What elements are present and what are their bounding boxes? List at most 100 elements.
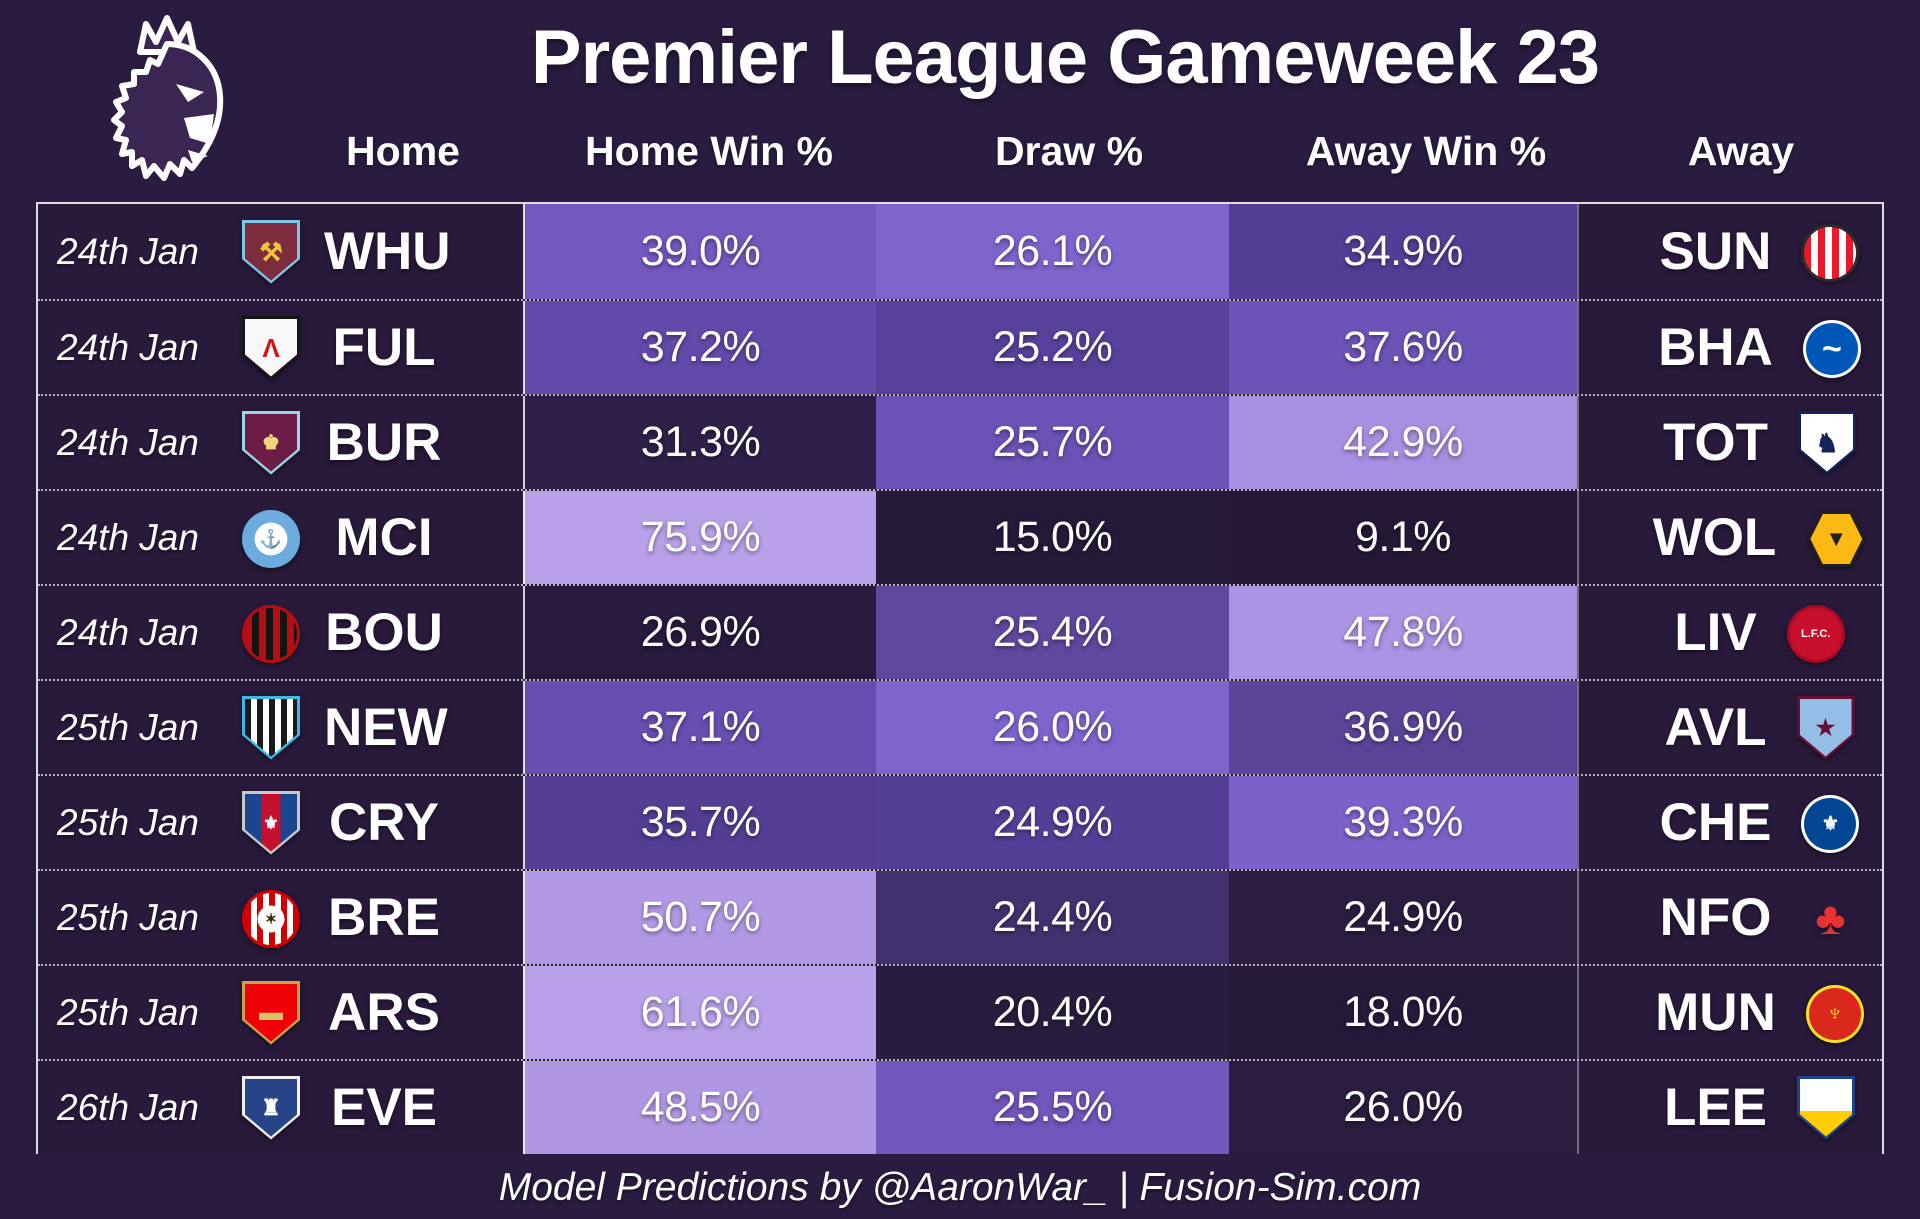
away-team-badge-shape: ⚜: [1801, 795, 1860, 853]
home-win-cell: 61.6%: [523, 966, 876, 1059]
badge-field: [1804, 227, 1857, 279]
home-team-code: MCI: [335, 508, 433, 567]
away-info-cell: NFO ♣: [1577, 871, 1882, 964]
home-win-cell: 39.0%: [523, 204, 876, 299]
home-info-cell: 24th Jan ♚ BUR: [38, 396, 523, 489]
away-team-badge: ~: [1802, 317, 1861, 378]
home-team-badge-shape: [242, 605, 300, 663]
match-row: 25th Jan NEW 37.1% 26.0% 36.9% AVL ★: [38, 679, 1882, 774]
match-row: 24th Jan BOU 26.9% 25.4% 47.8% LIV L.F.C…: [38, 584, 1882, 679]
team-crest-icon: ♚: [262, 431, 280, 454]
match-row: 25th Jan ✶ BRE 50.7% 24.4% 24.9% NFO ♣: [38, 869, 1882, 964]
team-crest-icon: ▬: [259, 998, 283, 1026]
team-crest-icon: [242, 605, 300, 663]
away-team-badge: ⚜: [1801, 792, 1860, 853]
team-crest-icon: [242, 696, 300, 760]
away-win-cell: 39.3%: [1229, 776, 1577, 869]
lion-crest-icon: [111, 15, 224, 181]
match-date: 24th Jan: [57, 230, 199, 272]
away-team-badge: ♆: [1805, 982, 1864, 1043]
away-win-cell: 36.9%: [1229, 681, 1577, 774]
away-info-cell: WOL ▼: [1577, 491, 1882, 584]
away-team-badge: ♞: [1798, 410, 1857, 475]
match-date: 24th Jan: [57, 421, 199, 463]
away-info-cell: LIV L.F.C.: [1577, 586, 1882, 679]
away-win-cell: 26.0%: [1229, 1061, 1577, 1154]
predictions-table: 24th Jan ⚒ WHU 39.0% 26.1% 34.9% SUN 24t…: [36, 202, 1884, 1154]
home-team-badge-shape: ⚓: [242, 510, 300, 568]
team-crest-icon: ♆: [1825, 1000, 1844, 1027]
away-team-code: AVL: [1664, 698, 1767, 757]
draw-cell: 24.9%: [876, 776, 1229, 869]
away-info-cell: BHA ~: [1577, 301, 1882, 394]
away-team-badge-shape: ♣: [1801, 886, 1859, 950]
away-team-badge: ★: [1796, 695, 1855, 760]
away-info-cell: AVL ★: [1577, 681, 1882, 774]
match-row: 24th Jan ⚒ WHU 39.0% 26.1% 34.9% SUN: [38, 204, 1882, 299]
match-date: 24th Jan: [57, 516, 199, 558]
away-win-cell: 9.1%: [1229, 491, 1577, 584]
badge-field: [245, 893, 297, 945]
draw-cell: 24.4%: [876, 871, 1229, 964]
away-team-code: LIV: [1674, 603, 1757, 662]
away-win-cell: 37.6%: [1229, 301, 1577, 394]
away-win-cell: 42.9%: [1229, 396, 1577, 489]
match-row: 24th Jan ♚ BUR 31.3% 25.7% 42.9% TOT ♞: [38, 394, 1882, 489]
home-team-code: NEW: [324, 698, 448, 757]
home-win-cell: 35.7%: [523, 776, 876, 869]
page-title: Premier League Gameweek 23: [530, 15, 1600, 100]
home-info-cell: 24th Jan Λ FUL: [38, 301, 523, 394]
badge-field: [245, 513, 297, 565]
home-team-badge: ♜: [218, 1075, 324, 1140]
match-date: 26th Jan: [57, 1086, 199, 1128]
away-team-badge-shape: ★: [1796, 695, 1855, 760]
home-info-cell: 25th Jan ▬ ARS: [38, 966, 523, 1059]
team-crest-icon: ~: [1821, 330, 1842, 368]
away-team-code: WOL: [1652, 508, 1777, 567]
home-team-badge-shape: Λ: [242, 315, 300, 380]
home-team-badge-shape: ✶: [242, 890, 300, 948]
draw-cell: 25.7%: [876, 396, 1229, 489]
home-team-code: BUR: [326, 413, 442, 472]
home-team-badge-shape: ⚒: [242, 219, 300, 284]
team-crest-icon: ⚒: [259, 236, 283, 267]
badge-field: [1789, 608, 1842, 660]
away-team-badge: [1797, 1075, 1856, 1140]
away-team-badge: L.F.C.: [1786, 602, 1845, 663]
away-team-badge-shape: ▼: [1806, 510, 1866, 568]
home-team-badge: ⚜: [218, 790, 324, 855]
away-team-badge-shape: ♆: [1805, 985, 1864, 1043]
home-win-cell: 26.9%: [523, 586, 876, 679]
home-team-badge-shape: ▬: [242, 980, 300, 1045]
away-team-code: MUN: [1655, 983, 1776, 1042]
badge-field: [1810, 514, 1863, 564]
home-team-badge: ⚓: [218, 507, 324, 568]
away-win-cell: 47.8%: [1229, 586, 1577, 679]
away-win-cell: 34.9%: [1229, 204, 1577, 299]
team-crest-icon: ✶: [264, 910, 278, 928]
match-date: 25th Jan: [57, 896, 199, 938]
draw-cell: 15.0%: [876, 491, 1229, 584]
home-team-badge: Λ: [218, 315, 324, 380]
away-team-badge-shape: L.F.C.: [1786, 605, 1845, 663]
team-crest-icon: ▼: [1825, 526, 1848, 551]
match-row: 25th Jan ▬ ARS 61.6% 20.4% 18.0% MUN ♆: [38, 964, 1882, 1059]
match-row: 24th Jan ⚓ MCI 75.9% 15.0% 9.1% WOL ▼: [38, 489, 1882, 584]
home-team-code: FUL: [332, 318, 436, 377]
team-crest-icon: [1801, 224, 1859, 282]
column-header-home-win: Home Win %: [585, 128, 833, 174]
home-win-cell: 75.9%: [523, 491, 876, 584]
team-crest-icon: ♞: [1815, 427, 1839, 458]
badge-field: [245, 608, 297, 660]
match-date: 24th Jan: [57, 326, 199, 368]
away-info-cell: MUN ♆: [1577, 966, 1882, 1059]
home-team-badge: ▬: [218, 980, 324, 1045]
away-team-code: SUN: [1659, 222, 1772, 281]
away-info-cell: LEE: [1577, 1061, 1882, 1154]
away-team-badge-shape: ♞: [1798, 410, 1857, 475]
home-win-cell: 31.3%: [523, 396, 876, 489]
home-info-cell: 24th Jan ⚒ WHU: [38, 204, 523, 299]
draw-cell: 25.2%: [876, 301, 1229, 394]
team-crest-icon: [1797, 1076, 1855, 1140]
home-win-cell: 48.5%: [523, 1061, 876, 1154]
